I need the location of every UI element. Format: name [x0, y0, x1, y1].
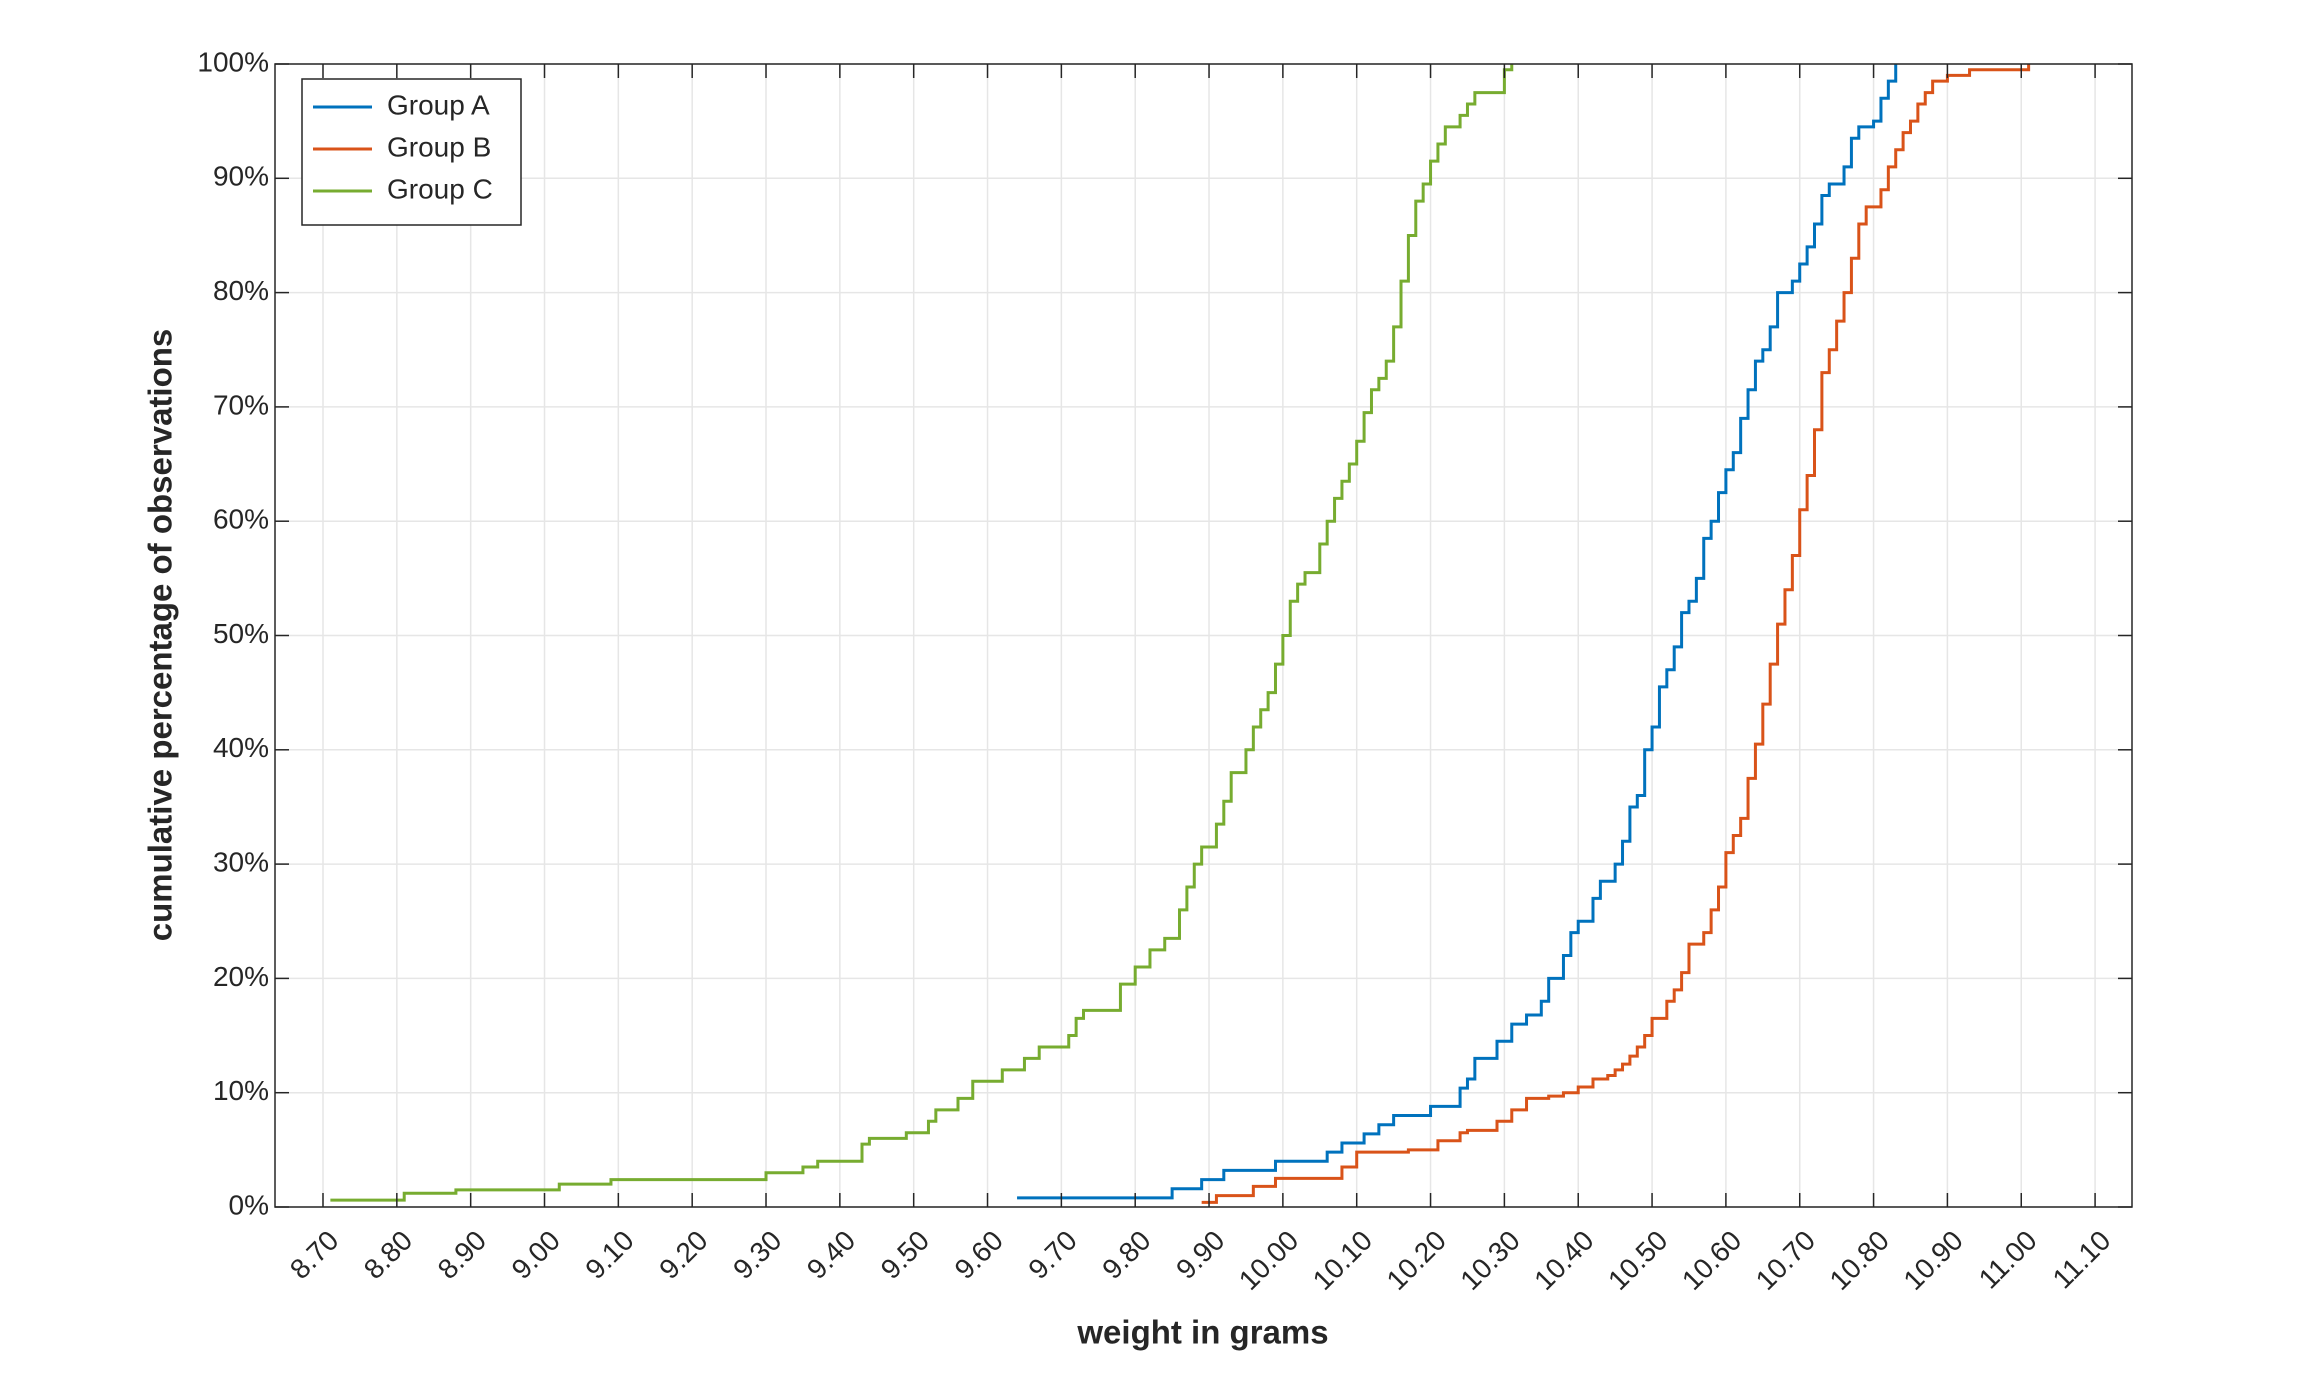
plot-frame [274, 63, 2133, 1208]
y-axis-title: cumulative percentage of observations [142, 329, 179, 942]
legend-label: Group A [387, 89, 490, 120]
legend-label: Group B [387, 131, 491, 162]
series-line [1017, 64, 1898, 1200]
y-tick-label: 90% [213, 161, 269, 192]
y-tick-label: 100% [197, 46, 269, 77]
x-axis-title: weight in grams [1076, 1314, 1328, 1351]
y-tick-label: 80% [213, 275, 269, 306]
y-tick-label: 40% [213, 732, 269, 763]
lines [330, 64, 2031, 1204]
y-tick-label: 0% [229, 1189, 269, 1220]
legend-box [301, 78, 522, 226]
y-tick-label: 50% [213, 618, 269, 649]
y-tick-label: 70% [213, 389, 269, 420]
series-line [330, 64, 1514, 1202]
y-tick-label: 30% [213, 846, 269, 877]
y-tick-label: 60% [213, 504, 269, 535]
legend-label: Group C [387, 173, 493, 204]
series-line [1201, 64, 2031, 1204]
y-tick-label: 10% [213, 1075, 269, 1106]
legend: Group A Group B Group C [301, 78, 522, 226]
y-tick-label: 20% [213, 961, 269, 992]
